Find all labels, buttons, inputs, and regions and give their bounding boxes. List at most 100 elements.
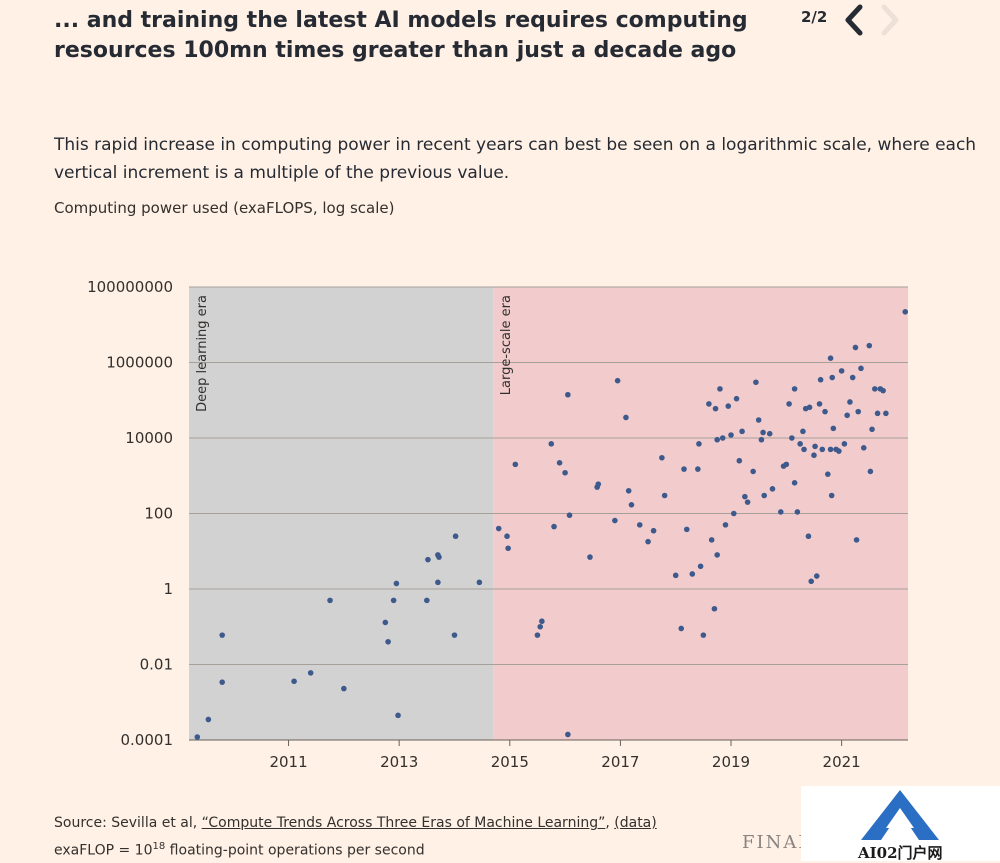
data-point [382,619,389,626]
data-point [853,537,860,543]
data-point [717,386,723,392]
data-point [307,670,314,676]
a-logo-icon [861,790,939,840]
data-point [728,432,734,438]
data-point [562,469,568,476]
data-point [730,510,737,517]
chart-footer: Source: Sevilla et al, “Compute Trends A… [54,812,657,863]
data-point [495,525,502,532]
data-point [872,386,878,392]
y-tick-label: 0.01 [140,656,173,674]
chart-title: ... and training the latest AI models re… [54,8,748,63]
data-point [708,537,715,543]
data-point [425,556,431,563]
data-point [883,410,889,417]
chevron-left-icon[interactable] [840,4,868,36]
source-link[interactable]: “Compute Trends Across Three Eras of Mac… [201,815,606,831]
y-tick-label: 1 [163,580,173,598]
data-point [435,579,441,586]
data-point [750,468,756,475]
data-point [867,468,874,475]
source-separator: , [605,815,615,831]
era-label: Large-scale era [499,295,514,395]
data-point [194,734,201,740]
x-tick-label: 2019 [712,753,750,771]
data-point [695,466,701,472]
data-point [902,309,909,315]
data-point [739,428,745,435]
data-point [791,386,798,392]
data-point [838,368,845,374]
data-point [800,428,806,435]
data-point [219,632,225,638]
data-point [636,522,643,528]
data-point [825,471,831,477]
data-point [828,492,835,499]
data-point [758,436,765,443]
data-point [548,441,555,447]
data-point [844,412,850,419]
chart-subtitle: This rapid increase in computing power i… [54,135,977,183]
data-point [219,679,225,685]
data-point [755,417,762,423]
data-point [808,578,815,585]
data-point [761,492,767,499]
data-point [811,452,817,459]
data-point [625,487,632,494]
data-point [836,448,842,454]
data-point [797,441,803,447]
data-point [327,597,333,604]
data-point [719,435,726,441]
data-point [769,486,776,492]
page-indicator: 2/2 [801,8,828,26]
data-point [805,533,812,540]
data-point [725,403,732,409]
data-point [393,580,400,587]
unit-note-exponent: 18 [152,841,166,852]
data-point [852,344,859,351]
source-prefix: Source: Sevilla et al, [54,815,202,831]
data-point [760,429,766,436]
data-point [452,533,459,540]
data-point [395,712,401,719]
data-link[interactable]: (data) [614,815,657,831]
x-tick-label: 2015 [491,753,529,771]
data-point [744,499,751,505]
data-point [551,523,557,530]
scatter-chart: 0.0001 0.01 1 100 10000 1000000 100000000 2011 2… [87,278,909,771]
data-point [451,632,458,638]
data-point [822,408,828,415]
data-point [623,414,629,421]
data-point [556,460,563,466]
data-point [817,376,824,383]
data-point [753,379,759,386]
y-tick-label: 1000000 [106,354,173,372]
y-tick-label: 100 [144,505,173,523]
data-point [476,579,483,586]
data-point [777,509,784,515]
data-point [742,493,748,500]
data-point [706,401,712,407]
data-point [869,426,875,433]
data-point [783,461,790,468]
data-point [696,441,702,447]
data-point [595,481,602,487]
data-point [849,374,856,381]
y-axis-label: Computing power used (exaFLOPS, log scal… [54,199,395,217]
data-point [672,572,679,579]
data-point [874,410,881,417]
x-tick-label: 2021 [823,753,861,771]
data-point [866,342,873,349]
data-point [566,512,573,519]
data-point [424,597,430,604]
data-point [860,445,867,451]
data-point [880,387,886,394]
data-point [736,457,743,464]
data-point [816,401,823,407]
chevron-right-icon[interactable] [876,4,904,36]
data-point [341,685,347,692]
data-point [789,435,795,441]
data-point [436,554,442,560]
data-point [786,401,792,407]
data-point [829,374,836,381]
